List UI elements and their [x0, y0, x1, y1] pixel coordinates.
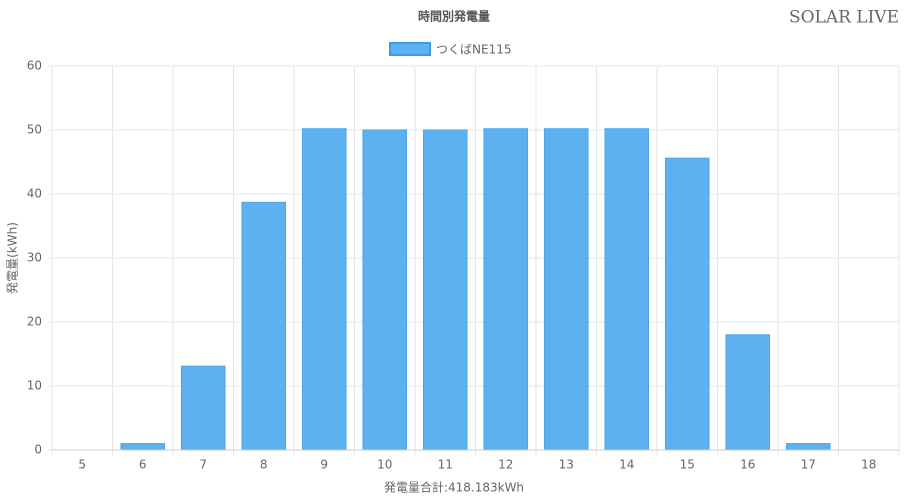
bar — [241, 201, 287, 451]
x-tick-label: 9 — [320, 458, 328, 472]
chart-title: 時間別発電量 — [418, 9, 490, 24]
x-tick-label: 14 — [619, 458, 634, 472]
x-tick-label: 8 — [260, 458, 268, 472]
legend-label: つくばNE115 — [436, 43, 511, 57]
bar — [725, 334, 771, 451]
y-tick-label: 30 — [27, 251, 42, 265]
x-tick-label: 12 — [498, 458, 513, 472]
bar — [785, 443, 831, 451]
y-tick-label: 50 — [27, 123, 42, 137]
x-tick-label: 16 — [740, 458, 755, 472]
bar — [180, 365, 226, 451]
x-tick-label: 6 — [139, 458, 147, 472]
y-tick-label: 0 — [34, 443, 42, 457]
y-axis-label: 発電量(kWh) — [6, 222, 20, 294]
bar — [543, 128, 589, 451]
x-tick-label: 18 — [861, 458, 876, 472]
bar — [422, 129, 468, 451]
y-tick-label: 20 — [27, 315, 42, 329]
x-tick-label: 10 — [377, 458, 392, 472]
bar — [301, 128, 347, 451]
bar — [604, 128, 650, 451]
bar — [664, 157, 710, 451]
y-tick-label: 40 — [27, 187, 42, 201]
bar — [362, 129, 408, 451]
x-tick-label: 11 — [438, 458, 453, 472]
x-tick-label: 15 — [680, 458, 695, 472]
legend-swatch — [389, 42, 431, 56]
y-tick-label: 60 — [27, 59, 42, 73]
bar — [483, 128, 529, 451]
x-axis-label: 発電量合計:418.183kWh — [384, 480, 524, 495]
x-tick-label: 7 — [199, 458, 207, 472]
y-tick-label: 10 — [27, 379, 42, 393]
x-tick-label: 13 — [559, 458, 574, 472]
bar — [120, 443, 166, 451]
x-tick-label: 5 — [78, 458, 86, 472]
logo: SOLAR LIVE — [789, 8, 899, 28]
x-tick-label: 17 — [801, 458, 816, 472]
